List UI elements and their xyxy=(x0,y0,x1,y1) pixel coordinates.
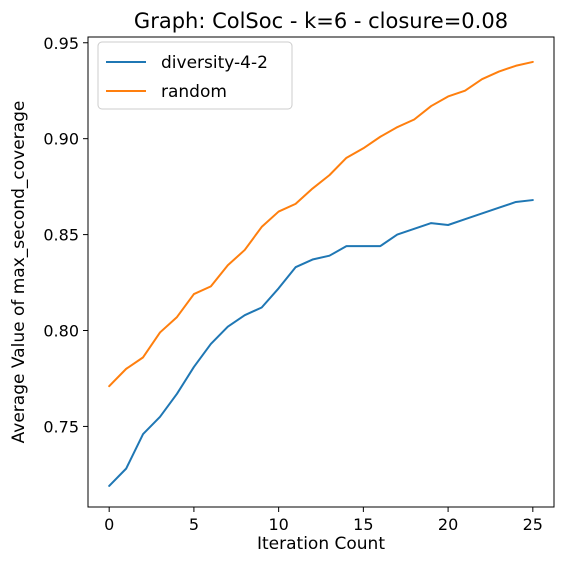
x-axis-title: Iteration Count xyxy=(257,534,385,554)
y-tick-label: 0.75 xyxy=(43,417,79,436)
x-tick-label: 0 xyxy=(104,515,114,534)
x-tick-label: 20 xyxy=(438,515,458,534)
legend-label-0: diversity-4-2 xyxy=(161,53,268,73)
x-tick-label: 5 xyxy=(189,515,199,534)
plot-area xyxy=(108,60,534,487)
legend-label-1: random xyxy=(161,82,227,102)
axes: 0 5 10 15 20 25 0.75 0.80 0.85 0.90 0.95 xyxy=(43,34,555,534)
x-tick-label: 15 xyxy=(353,515,373,534)
chart-title: Graph: ColSoc - k=6 - closure=0.08 xyxy=(134,9,508,33)
y-tick-label: 0.85 xyxy=(43,226,79,245)
series-line-0 xyxy=(108,199,534,487)
y-tick-label: 0.95 xyxy=(43,34,79,53)
axes-frame xyxy=(87,36,555,508)
x-tick-label: 25 xyxy=(523,515,543,534)
y-tick-label: 0.90 xyxy=(43,130,79,149)
legend-box xyxy=(97,41,293,110)
legend: diversity-4-2 random xyxy=(97,41,293,110)
series-line-1 xyxy=(108,60,534,388)
x-tick-label: 10 xyxy=(268,515,288,534)
y-tick-label: 0.80 xyxy=(43,322,79,341)
y-axis-title: Average Value of max_second_coverage xyxy=(9,101,29,444)
